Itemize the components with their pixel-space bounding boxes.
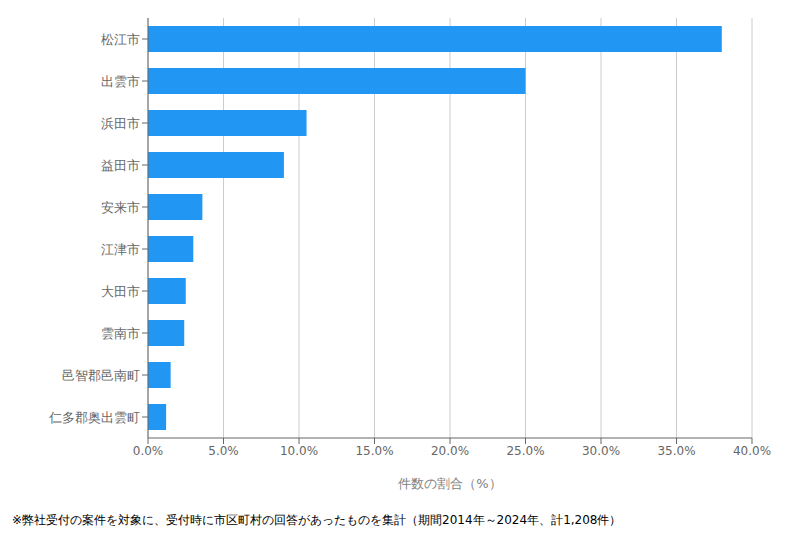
svg-text:10.0%: 10.0% bbox=[280, 444, 318, 458]
svg-text:出雲市: 出雲市 bbox=[101, 74, 140, 89]
svg-text:雲南市: 雲南市 bbox=[101, 326, 140, 341]
svg-text:邑智郡邑南町: 邑智郡邑南町 bbox=[62, 368, 140, 383]
svg-text:松江市: 松江市 bbox=[101, 32, 140, 47]
svg-text:15.0%: 15.0% bbox=[355, 444, 393, 458]
svg-text:件数の割合（%）: 件数の割合（%） bbox=[398, 476, 501, 491]
svg-text:0.0%: 0.0% bbox=[133, 444, 164, 458]
svg-text:浜田市: 浜田市 bbox=[101, 116, 140, 131]
svg-text:大田市: 大田市 bbox=[101, 284, 140, 299]
svg-text:40.0%: 40.0% bbox=[733, 444, 771, 458]
svg-text:35.0%: 35.0% bbox=[657, 444, 695, 458]
svg-text:25.0%: 25.0% bbox=[506, 444, 544, 458]
svg-text:20.0%: 20.0% bbox=[431, 444, 469, 458]
svg-text:5.0%: 5.0% bbox=[208, 444, 239, 458]
html-text:※弊社受付の案件を対象に、受付時に市区町村の回答があったもの: ※弊社受付の案件を対象に、受付時に市区町村の回答があったものを集計（期間2014… bbox=[12, 513, 622, 527]
svg-text:安来市: 安来市 bbox=[101, 200, 140, 215]
svg-text:仁多郡奥出雲町: 仁多郡奥出雲町 bbox=[48, 410, 140, 425]
svg-text:30.0%: 30.0% bbox=[582, 444, 620, 458]
svg-text:益田市: 益田市 bbox=[101, 158, 140, 173]
svg-text:江津市: 江津市 bbox=[101, 242, 140, 257]
